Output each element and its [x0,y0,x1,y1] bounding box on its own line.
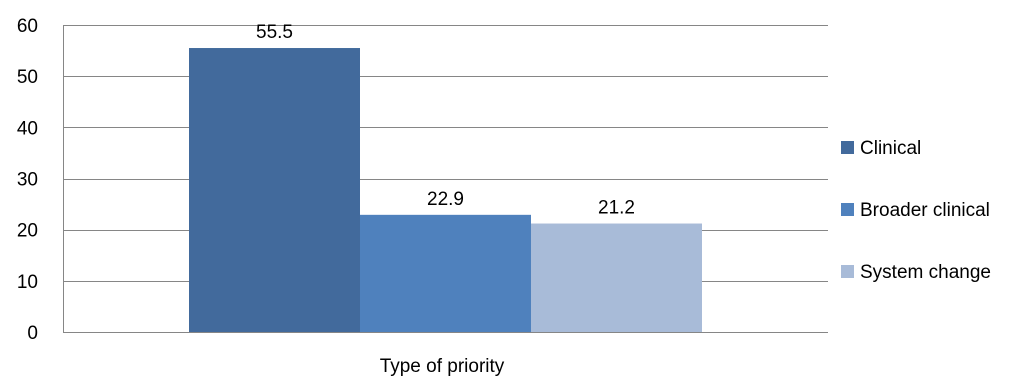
bars [189,48,702,333]
data-label: 55.5 [256,22,293,43]
y-tick-label: 30 [17,170,38,191]
legend: Clinical Broader clinical System change [841,138,991,283]
data-labels: 55.5 22.9 21.2 [256,22,635,219]
legend-label: System change [860,262,991,283]
data-label: 21.2 [598,198,635,219]
data-label: 22.9 [427,189,464,210]
y-tick-label: 20 [17,221,38,242]
x-axis-title: Type of priority [380,356,505,377]
legend-swatch [841,141,854,154]
y-tick-label: 50 [17,67,38,88]
legend-label: Broader clinical [860,200,990,221]
legend-swatch [841,265,854,278]
y-tick-label: 60 [17,16,38,37]
y-tick-label: 10 [17,272,38,293]
bar-clinical [189,48,360,333]
y-axis-ticks: 0 10 20 30 40 50 60 [17,16,38,344]
bar-system-change [531,223,702,332]
bar-broader-clinical [360,214,531,332]
y-tick-label: 40 [17,118,38,139]
y-tick-label: 0 [27,323,38,344]
legend-label: Clinical [860,138,921,159]
legend-swatch [841,203,854,216]
